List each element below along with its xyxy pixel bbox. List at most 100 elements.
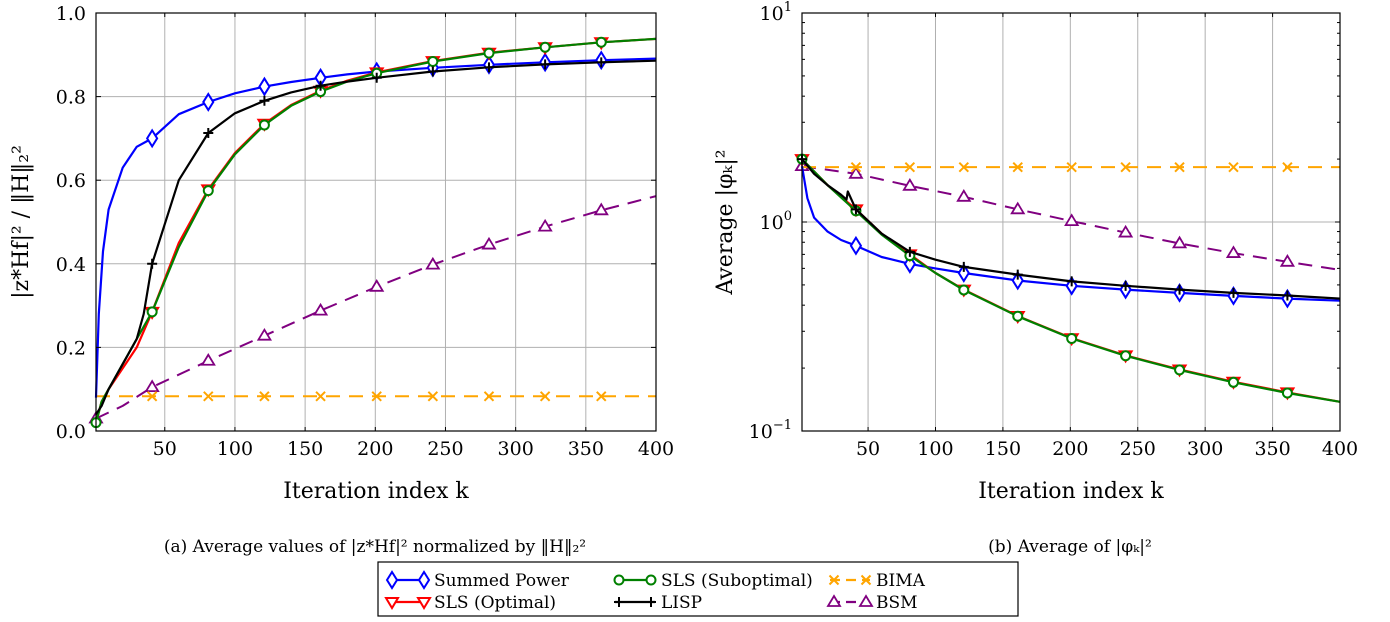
y-tick-label: 0.0	[56, 421, 86, 443]
legend-label: LISP	[661, 593, 702, 613]
y-tick-label: 1.0	[56, 3, 86, 25]
data-point	[1066, 276, 1077, 287]
data-point	[202, 185, 214, 197]
data-point	[146, 306, 158, 318]
data-point	[145, 128, 159, 149]
legend-label: BSM	[876, 593, 918, 613]
data-point	[315, 391, 326, 402]
data-point	[369, 279, 385, 292]
legend-marker	[613, 574, 625, 586]
data-point	[1227, 376, 1239, 388]
data-point	[1064, 213, 1080, 226]
data-point	[956, 189, 972, 202]
y-axis-label: Average |φₖ|²	[713, 149, 738, 295]
x-tick-label: 300	[498, 438, 534, 460]
x-tick-label: 150	[287, 438, 323, 460]
data-point	[1174, 161, 1185, 173]
data-point	[1010, 201, 1026, 215]
legend-marker	[646, 597, 656, 607]
x-tick-label: 250	[1120, 438, 1156, 460]
data-point	[596, 391, 607, 402]
data-point	[593, 202, 609, 216]
data-point	[1228, 287, 1239, 298]
series-sls-suboptimal-	[796, 153, 1341, 403]
data-point	[371, 72, 382, 83]
data-point	[1279, 254, 1295, 267]
legend-marker	[828, 574, 840, 586]
legend-entry: BSM	[826, 593, 918, 613]
data-point	[904, 161, 916, 173]
data-point	[904, 246, 915, 257]
legend-marker	[385, 570, 399, 590]
data-point	[258, 76, 271, 97]
data-point	[902, 178, 918, 191]
data-point	[259, 391, 270, 402]
series-line	[95, 195, 657, 420]
data-point	[848, 166, 864, 179]
data-point	[483, 47, 495, 59]
data-point	[427, 55, 439, 67]
y-tick-label: 0.4	[56, 254, 86, 276]
data-point	[1066, 333, 1078, 345]
y-tick-label: 101	[760, 0, 792, 25]
data-point	[146, 391, 158, 402]
data-point	[203, 391, 214, 402]
data-point	[1012, 269, 1023, 280]
data-point	[1118, 224, 1134, 238]
data-point	[427, 66, 438, 77]
data-point	[540, 59, 551, 70]
x-axis-label: Iteration index k	[978, 479, 1164, 504]
data-point	[425, 256, 441, 270]
plot-frame	[95, 12, 657, 432]
data-point	[539, 41, 551, 53]
x-tick-label: 250	[427, 438, 463, 460]
legend-marker	[614, 597, 624, 607]
data-point	[1174, 284, 1185, 295]
data-point	[1225, 245, 1242, 258]
legend-label: Summed Power	[434, 571, 570, 591]
legend-marker	[645, 574, 657, 586]
data-point	[427, 391, 439, 402]
x-axis-label: Iteration index k	[283, 479, 469, 504]
data-point	[258, 119, 270, 131]
x-tick-label: 400	[1322, 438, 1358, 460]
data-point	[203, 127, 214, 138]
legend-marker	[858, 594, 874, 607]
data-point	[1171, 235, 1188, 249]
legend-entry: Summed Power	[385, 570, 570, 591]
data-point	[1120, 280, 1131, 291]
data-point	[958, 284, 970, 296]
chart-panel-a: 50 100 150 200 250 300 350 400 0.0 0.2 0.4 0.6 0.8 1.…	[9, 3, 674, 557]
legend-marker	[384, 597, 400, 610]
data-point	[1011, 270, 1024, 291]
legend-box	[377, 561, 1019, 617]
data-point	[849, 235, 863, 256]
series-bima	[96, 391, 656, 402]
data-point	[1066, 161, 1077, 173]
x-tick-label: 350	[1254, 438, 1290, 460]
data-point	[596, 57, 607, 68]
legend-label: BIMA	[876, 571, 926, 591]
legend-entry: BIMA	[828, 571, 926, 591]
data-point	[958, 161, 970, 173]
legend-marker	[416, 597, 432, 610]
y-tick-label: 100	[760, 209, 792, 234]
legend-marker	[826, 594, 842, 607]
y-tick-label: 0.2	[56, 337, 86, 359]
subfigure-caption: (b) Average of |φₖ|²	[988, 537, 1152, 557]
legend: Summed Power SLS (Suboptimal) BIMA SLS (Opt…	[377, 561, 1019, 617]
series-bsm	[794, 158, 1341, 271]
data-point	[850, 161, 862, 173]
x-tick-label: 300	[1187, 438, 1223, 460]
data-point	[1282, 290, 1293, 301]
data-point	[1282, 161, 1293, 173]
data-point	[1281, 387, 1293, 399]
y-tick-label: 0.6	[56, 170, 86, 192]
subfigure-caption: (a) Average values of |z*Hf|² normalized…	[164, 537, 586, 557]
data-point	[315, 80, 326, 91]
data-point	[202, 92, 215, 112]
data-point	[147, 258, 158, 269]
x-tick-label: 50	[153, 438, 177, 460]
data-point	[1228, 161, 1239, 173]
data-point	[483, 391, 495, 402]
